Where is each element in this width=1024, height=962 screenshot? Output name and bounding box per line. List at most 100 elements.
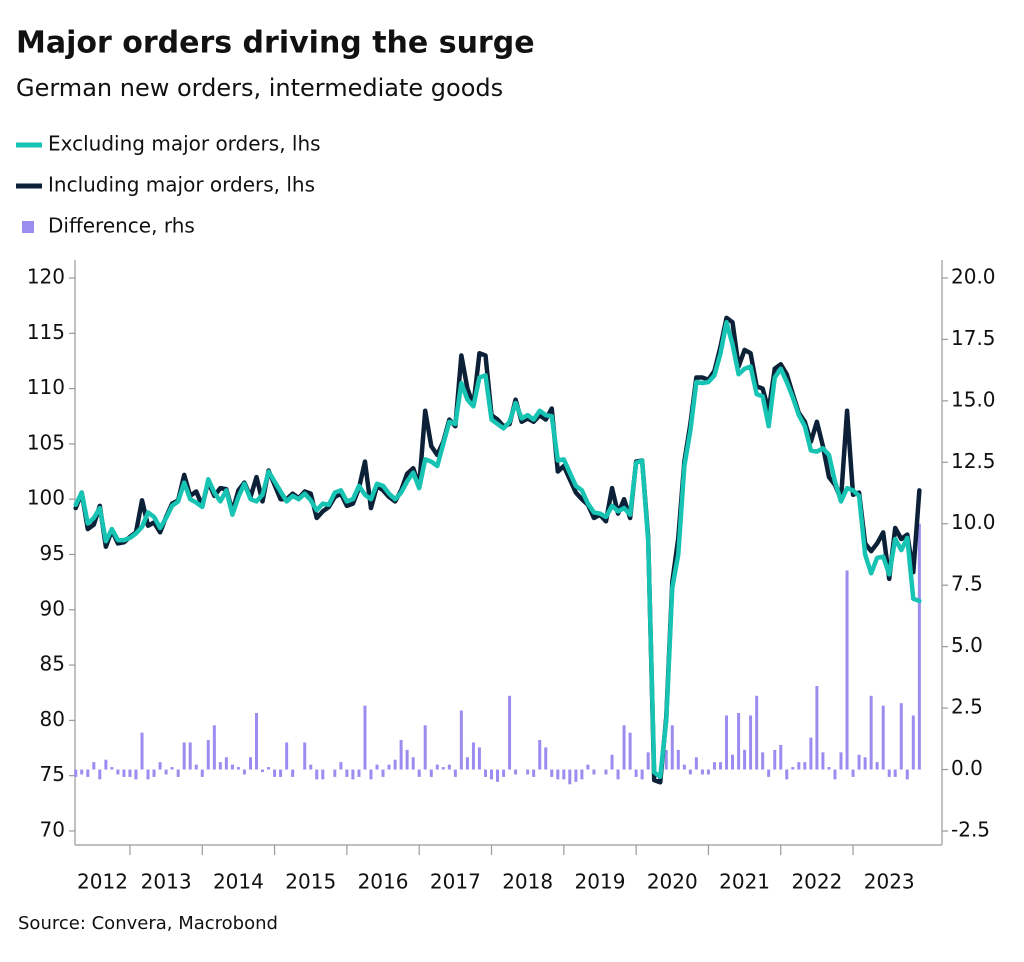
bar — [471, 742, 475, 770]
bar — [321, 769, 325, 780]
bar — [128, 769, 132, 777]
bar — [905, 769, 909, 780]
bar — [212, 725, 216, 770]
bar — [851, 769, 855, 777]
bar — [634, 769, 638, 777]
y-tick-label: 85 — [40, 652, 65, 676]
x-tick-label: 2012 — [77, 870, 128, 894]
bar — [875, 762, 879, 770]
bar — [176, 769, 180, 777]
chart-title: Major orders driving the surge — [16, 26, 535, 61]
bar — [682, 764, 686, 770]
y-tick-label: 105 — [27, 430, 65, 454]
bar — [791, 767, 795, 770]
bar — [833, 769, 837, 780]
y-tick-label: 70 — [40, 817, 65, 841]
bar — [369, 769, 373, 780]
bar — [526, 769, 530, 775]
bar — [484, 769, 488, 777]
x-tick-label: 2017 — [430, 870, 481, 894]
x-tick-label: 2023 — [864, 870, 915, 894]
x-tick-label: 2022 — [791, 870, 842, 894]
line — [73, 315, 922, 785]
bar — [863, 757, 867, 770]
bar — [706, 769, 710, 775]
bar — [170, 767, 174, 770]
bar — [508, 695, 512, 770]
bar — [273, 769, 277, 777]
bar — [146, 769, 150, 780]
bar — [767, 769, 771, 777]
bar — [646, 752, 650, 770]
bar — [194, 764, 198, 770]
y-tick-label: 95 — [40, 541, 65, 565]
bar — [700, 769, 704, 775]
bar — [248, 757, 252, 770]
bar — [917, 523, 921, 770]
bar — [845, 570, 849, 770]
bar — [556, 769, 560, 780]
bar — [441, 767, 445, 770]
y-tick-label: 120 — [27, 265, 65, 289]
y-tick-label: 75 — [40, 762, 65, 786]
bar — [224, 757, 228, 770]
bar — [737, 713, 741, 770]
bar — [267, 767, 271, 770]
bar — [622, 725, 626, 770]
bar — [447, 764, 451, 770]
bar — [755, 695, 759, 770]
bar — [152, 769, 156, 777]
x-tick-label: 2016 — [358, 870, 409, 894]
bar — [98, 769, 102, 780]
bar — [604, 769, 608, 775]
y2-tick-label: 5.0 — [951, 633, 983, 657]
bar — [279, 769, 283, 777]
bar — [592, 769, 596, 775]
bar — [86, 769, 90, 777]
x-tick-label: 2018 — [502, 870, 553, 894]
bar — [640, 769, 644, 780]
y2-tick-label: 12.5 — [951, 449, 996, 473]
bar — [712, 762, 716, 770]
y2-tick-label: 10.0 — [951, 510, 996, 534]
bar — [628, 732, 632, 770]
legend-label: Difference, rhs — [48, 214, 195, 238]
y-tick-label: 80 — [40, 707, 65, 731]
y-tick-label: 110 — [27, 375, 65, 399]
bar — [538, 740, 542, 770]
bar — [140, 732, 144, 770]
bar — [381, 769, 385, 777]
bar — [453, 769, 457, 777]
bar — [586, 764, 590, 770]
bar — [911, 715, 915, 770]
bar — [435, 764, 439, 770]
bar — [357, 769, 361, 777]
bar — [134, 769, 138, 780]
bar — [188, 742, 192, 770]
bar — [881, 705, 885, 770]
y2-tick-label: 20.0 — [951, 264, 996, 288]
bar — [459, 710, 463, 770]
y-tick-label: 90 — [40, 596, 65, 620]
bar — [893, 769, 897, 777]
bar — [821, 752, 825, 770]
bar — [719, 762, 723, 770]
bar — [731, 754, 735, 770]
bar — [869, 695, 873, 770]
bar — [761, 752, 765, 770]
bar — [827, 767, 831, 770]
bar — [580, 769, 584, 780]
bar — [375, 764, 379, 770]
bar — [182, 742, 186, 770]
source-note: Source: Convera, Macrobond — [18, 913, 278, 934]
bar — [694, 757, 698, 770]
bar — [490, 769, 494, 780]
bar — [616, 769, 620, 780]
bar — [285, 742, 289, 770]
bar — [315, 769, 319, 780]
bar — [164, 769, 168, 775]
bar — [405, 749, 409, 770]
bar — [749, 715, 753, 770]
bar — [562, 769, 566, 780]
